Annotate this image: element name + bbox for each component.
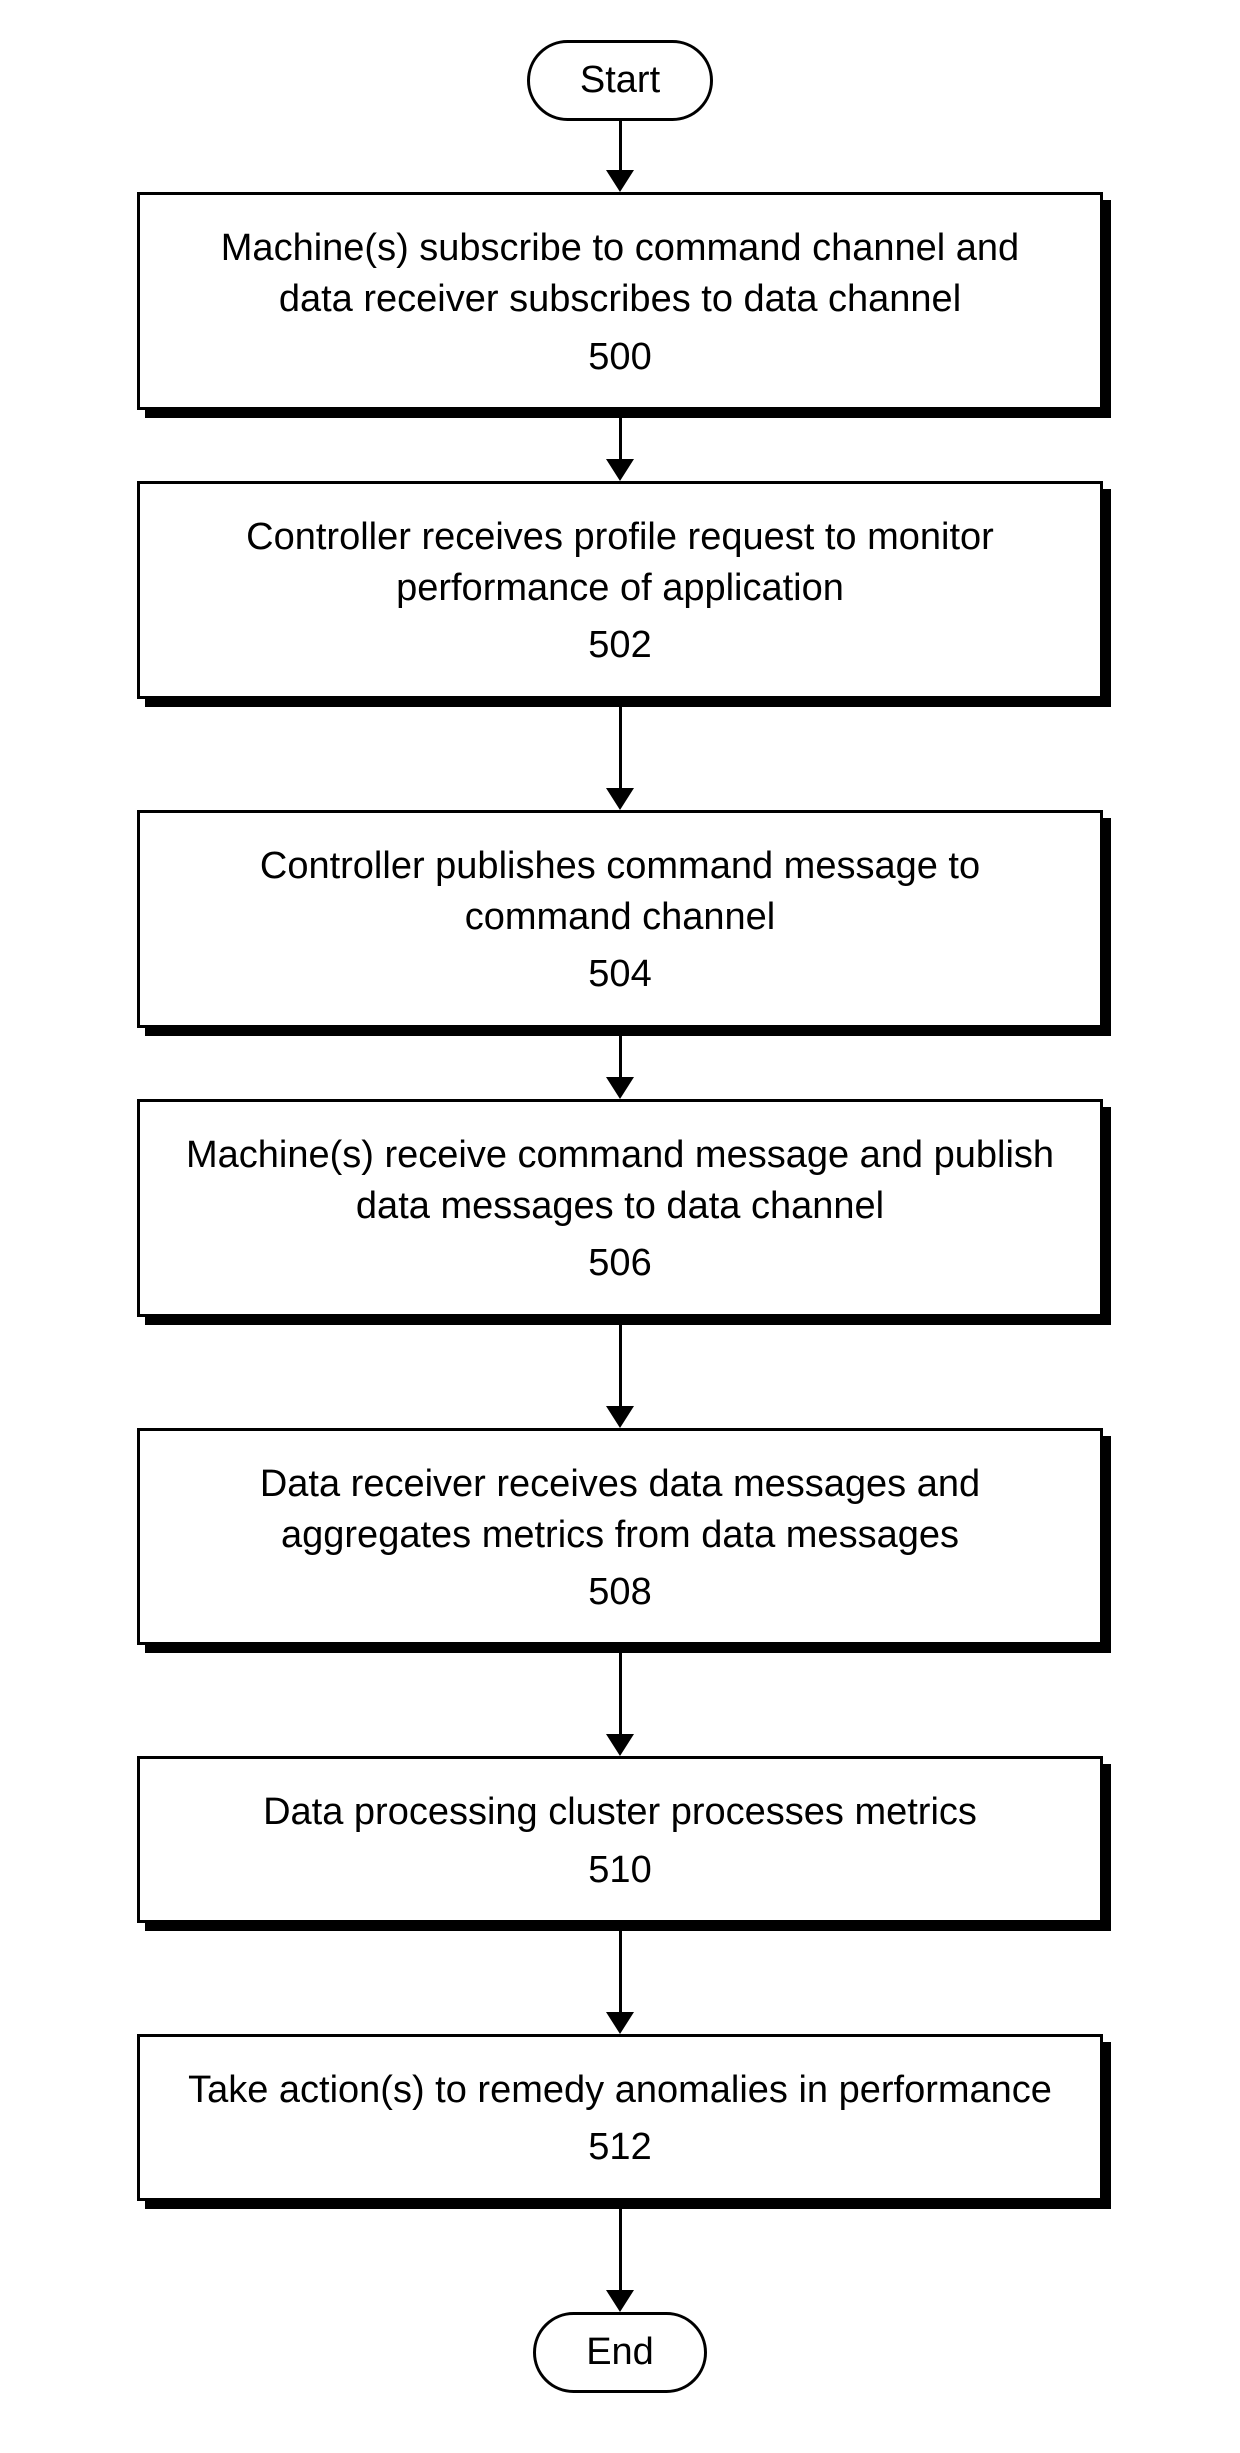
arrow: [606, 1317, 634, 1428]
process-box: Data receiver receives data messages and…: [137, 1428, 1103, 1646]
arrow-head-icon: [606, 2290, 634, 2312]
end-terminator: End: [533, 2312, 707, 2393]
process-text: Controller publishes command message to …: [260, 845, 980, 938]
process-step: Data processing cluster processes metric…: [137, 1756, 1103, 1923]
process-text: Machine(s) subscribe to command channel …: [221, 227, 1019, 320]
process-text: Data processing cluster processes metric…: [263, 1791, 977, 1833]
process-box: Machine(s) receive command message and p…: [137, 1099, 1103, 1317]
arrow-head-icon: [606, 1734, 634, 1756]
process-ref: 502: [180, 620, 1060, 671]
process-box: Controller receives profile request to m…: [137, 481, 1103, 699]
start-terminator: Start: [527, 40, 713, 121]
process-ref: 506: [180, 1238, 1060, 1289]
arrow-head-icon: [606, 1406, 634, 1428]
process-text: Controller receives profile request to m…: [246, 516, 994, 609]
arrow: [606, 410, 634, 481]
process-step: Data receiver receives data messages and…: [137, 1428, 1103, 1646]
process-text: Take action(s) to remedy anomalies in pe…: [188, 2069, 1052, 2111]
process-step: Machine(s) receive command message and p…: [137, 1099, 1103, 1317]
arrow-shaft: [619, 1923, 622, 2013]
process-ref: 504: [180, 949, 1060, 1000]
arrow-head-icon: [606, 170, 634, 192]
process-text: Machine(s) receive command message and p…: [186, 1134, 1054, 1227]
arrow-head-icon: [606, 459, 634, 481]
arrow-head-icon: [606, 1077, 634, 1099]
process-box: Machine(s) subscribe to command channel …: [137, 192, 1103, 410]
arrow-shaft: [619, 121, 622, 171]
arrow-shaft: [619, 1645, 622, 1735]
arrow: [606, 121, 634, 192]
process-step: Controller receives profile request to m…: [137, 481, 1103, 699]
arrow-head-icon: [606, 2012, 634, 2034]
process-step: Machine(s) subscribe to command channel …: [137, 192, 1103, 410]
arrow-shaft: [619, 1317, 622, 1407]
process-box: Data processing cluster processes metric…: [137, 1756, 1103, 1923]
process-box: Controller publishes command message to …: [137, 810, 1103, 1028]
arrow: [606, 1923, 634, 2034]
process-text: Data receiver receives data messages and…: [260, 1463, 980, 1556]
process-step: Take action(s) to remedy anomalies in pe…: [137, 2034, 1103, 2201]
flowchart-container: Start Machine(s) subscribe to command ch…: [0, 0, 1240, 2453]
start-label: Start: [580, 59, 660, 101]
arrow-head-icon: [606, 788, 634, 810]
arrow: [606, 2201, 634, 2312]
arrow-shaft: [619, 2201, 622, 2291]
process-step: Controller publishes command message to …: [137, 810, 1103, 1028]
process-box: Take action(s) to remedy anomalies in pe…: [137, 2034, 1103, 2201]
process-ref: 508: [180, 1567, 1060, 1618]
process-ref: 510: [180, 1845, 1060, 1896]
arrow: [606, 699, 634, 810]
end-label: End: [586, 2331, 654, 2373]
process-ref: 500: [180, 332, 1060, 383]
arrow: [606, 1645, 634, 1756]
arrow: [606, 1028, 634, 1099]
process-ref: 512: [180, 2122, 1060, 2173]
arrow-shaft: [619, 699, 622, 789]
